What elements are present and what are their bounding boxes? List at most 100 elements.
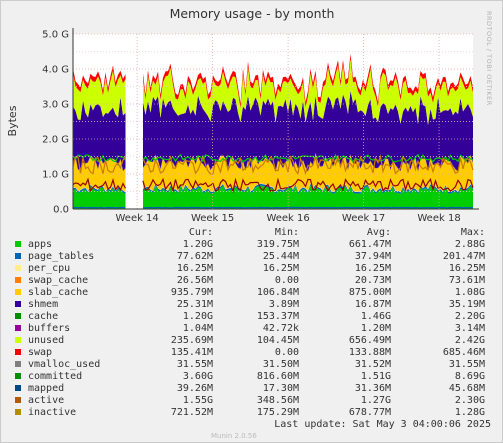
legend-name: vmalloc_used [28,359,101,370]
legend-row-mapped: mapped 39.26M 17.30M 31.36M 45.68M [13,383,499,395]
line-active [72,154,474,176]
legend-name: swap [28,347,53,358]
legend-max: 201.47M [442,251,485,262]
x-tick-label: Week 14 [115,213,158,223]
header-min: Min: [274,227,299,238]
legend-min: 153.37M [256,311,299,322]
legend-min: 104.45M [256,335,299,346]
legend-avg: 656.49M [348,335,391,346]
x-tick-label: Week 16 [266,213,309,223]
legend-cur: 135.41M [170,347,213,358]
legend-name: committed [28,371,83,382]
legend-max: 73.61M [448,275,485,286]
legend-name: buffers [28,323,71,334]
legend-max: 8.69G [454,371,485,382]
legend-swatch [15,265,21,271]
legend-cur: 31.55M [176,359,213,370]
y-tick-label: 3.0 G [42,100,69,111]
area-swap [73,65,126,96]
munin-footer: Munin 2.0.56 [211,432,257,440]
legend-max: 31.55M [448,359,485,370]
legend-name: active [28,395,65,406]
legend-row-shmem: shmem 25.31M 3.89M 16.87M 35.19M [13,299,499,311]
legend-max: 2.20G [454,311,485,322]
legend-row-cache: cache 1.20G 153.37M 1.46G 2.20G [13,311,499,323]
legend-swatch [15,289,21,295]
legend-swatch [15,325,21,331]
memory-chart: Memory usage - by month Bytes RRDTOOL / … [6,6,493,223]
legend-name: swap_cache [28,275,89,286]
legend-min: 3.89M [268,299,299,310]
area-apps [73,186,126,209]
legend-min: 0.00 [274,275,299,286]
legend-max: 35.19M [448,299,485,310]
legend-row-vmalloc-used: vmalloc_used 31.55M 31.50M 31.52M 31.55M [13,359,499,371]
legend-swatch [15,409,21,415]
legend-swatch [15,241,21,247]
line-inactive [72,177,474,194]
legend-cur: 1.55G [182,395,213,406]
legend-cur: 26.56M [176,275,213,286]
legend-min: 17.30M [262,383,299,394]
legend-swatch [15,313,21,319]
legend-swatch [15,397,21,403]
area-page-tables [143,183,473,195]
legend-name: slab_cache [28,287,89,298]
legend-swatch [15,349,21,355]
legend-max: 45.68M [448,383,485,394]
legend-avg: 678.77M [348,407,391,418]
chart-title: Memory usage - by month [170,6,335,21]
area-unused [143,58,473,125]
legend-cur: 935.79M [170,287,213,298]
area-cache [143,90,473,172]
area-page-tables [73,184,126,194]
legend-row-committed: committed 3.60G 816.60M 1.51G 8.69G [13,371,499,383]
legend-avg: 875.00M [348,287,391,298]
legend-min: 106.84M [256,287,299,298]
legend-cur: 25.31M [176,299,213,310]
legend-cur: 77.62M [176,251,213,262]
legend-avg: 133.88M [348,347,391,358]
y-tick-label: 4.0 G [42,65,69,76]
legend-max: 2.30G [454,395,485,406]
legend-avg: 31.52M [354,359,391,370]
legend-avg: 661.47M [348,239,391,250]
y-tick-label: 2.0 G [42,135,69,146]
legend-name: per_cpu [28,263,71,274]
legend-name: inactive [28,407,77,418]
legend-cur: 1.20G [182,311,213,322]
header-max: Max: [460,227,485,238]
x-tick-label: Week 17 [342,213,385,223]
legend-avg: 1.46G [360,311,391,322]
rrdtool-credit: RRDTOOL / TOBI OETIKER [485,11,493,106]
legend-name: mapped [28,383,65,394]
y-tick-label: 0.0 [53,205,69,216]
legend-max: 2.42G [454,335,485,346]
legend-swatch [15,277,21,283]
y-tick-label: 1.0 G [42,170,69,181]
legend-avg: 31.36M [354,383,391,394]
legend-header: Cur: Min: Avg: Max: [13,227,499,239]
legend-swatch [15,253,21,259]
legend-swatch [15,373,21,379]
x-tick-label: Week 18 [417,213,460,223]
legend-cur: 16.25M [176,263,213,274]
area-apps [143,185,473,209]
last-update: Last update: Sat May 3 04:00:06 2025 [274,419,491,430]
legend-cur: 3.60G [182,371,213,382]
legend-cur: 39.26M [176,383,213,394]
legend-row-slab-cache: slab_cache 935.79M 106.84M 875.00M 1.08G [13,287,499,299]
legend-row-active: active 1.55G 348.56M 1.27G 2.30G [13,395,499,407]
legend-avg: 16.25M [354,263,391,274]
legend-name: page_tables [28,251,95,262]
legend-name: cache [28,311,59,322]
header-cur: Cur: [188,227,213,238]
legend-max: 3.14M [454,323,485,334]
legend-row-inactive: inactive 721.52M 175.29M 678.77M 1.28G [13,407,499,419]
y-axis-label: Bytes [6,105,19,136]
legend-swatch [15,337,21,343]
x-tick-label: Week 15 [191,213,234,223]
legend-name: shmem [28,299,59,310]
legend-name: unused [28,335,65,346]
